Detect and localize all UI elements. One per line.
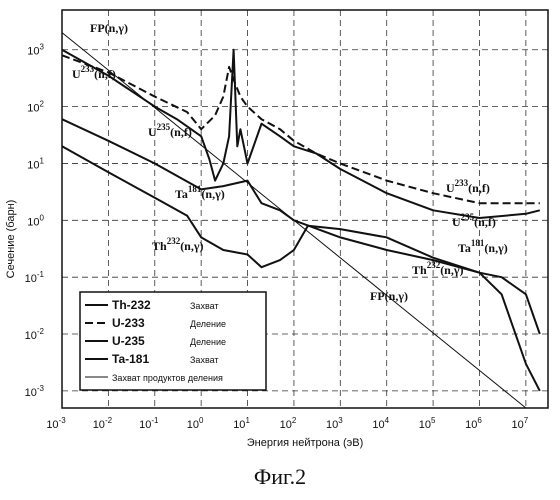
x-tick-label: 10-1 xyxy=(139,416,159,431)
y-tick-label: 103 xyxy=(27,43,44,58)
curve-annotation: U235(n,f) xyxy=(452,212,496,229)
x-tick-label: 104 xyxy=(372,416,389,431)
curve-annotation: U233(n,f) xyxy=(72,64,116,81)
curve-annotation: Ta181(n,γ) xyxy=(175,184,225,201)
curve-annotation: Th232(n,γ) xyxy=(152,236,203,253)
x-tick-label: 10-3 xyxy=(46,416,66,431)
legend-note: Захват xyxy=(190,355,219,365)
y-tick-label: 10-3 xyxy=(25,384,45,399)
figure-caption: Фиг.2 xyxy=(0,464,560,490)
y-tick-label: 10-1 xyxy=(25,270,45,285)
curve-annotation: Th232(n,γ) xyxy=(412,260,463,277)
legend: Th-232 Захват U-233 Деление U-235 Деление Ta-1… xyxy=(80,292,266,390)
legend-note: Деление xyxy=(190,337,226,347)
y-tick-label: 10-2 xyxy=(25,327,45,342)
x-tick-label: 105 xyxy=(419,416,436,431)
legend-note: Деление xyxy=(190,319,226,329)
curve-annotation: FP(n,γ) xyxy=(370,289,408,303)
y-axis-label: Сечение (барн) xyxy=(5,200,17,279)
x-tick-label: 102 xyxy=(280,416,297,431)
y-tick-label: 101 xyxy=(27,156,44,171)
chart: 10-3 10-2 10-1 100 101 102 103 104 105 106 107 103 1… xyxy=(0,0,560,460)
x-tick-label: 106 xyxy=(465,416,482,431)
y-tick-label: 100 xyxy=(27,213,44,228)
legend-note: Захват xyxy=(190,301,219,311)
x-tick-label: 100 xyxy=(187,416,204,431)
x-axis-label: Энергия нейтрона (эВ) xyxy=(247,437,364,449)
curve-annotation: U233(n,f) xyxy=(446,178,490,195)
y-tick-label: 102 xyxy=(27,100,44,115)
x-tick-label: 103 xyxy=(326,416,343,431)
legend-label: Th-232 xyxy=(112,298,151,312)
legend-label: U-235 xyxy=(112,334,145,348)
x-tick-label: 101 xyxy=(233,416,250,431)
curve-annotation: U235(n,f) xyxy=(148,122,192,139)
legend-label: U-233 xyxy=(112,316,145,330)
legend-label: Ta-181 xyxy=(112,352,149,366)
x-tick-label: 107 xyxy=(512,416,529,431)
curve-annotation: Ta181(n,γ) xyxy=(458,238,508,255)
legend-label: Захват продуктов деления xyxy=(112,373,223,383)
curve-annotation: FP(n,γ) xyxy=(90,21,128,35)
x-tick-label: 10-2 xyxy=(93,416,113,431)
